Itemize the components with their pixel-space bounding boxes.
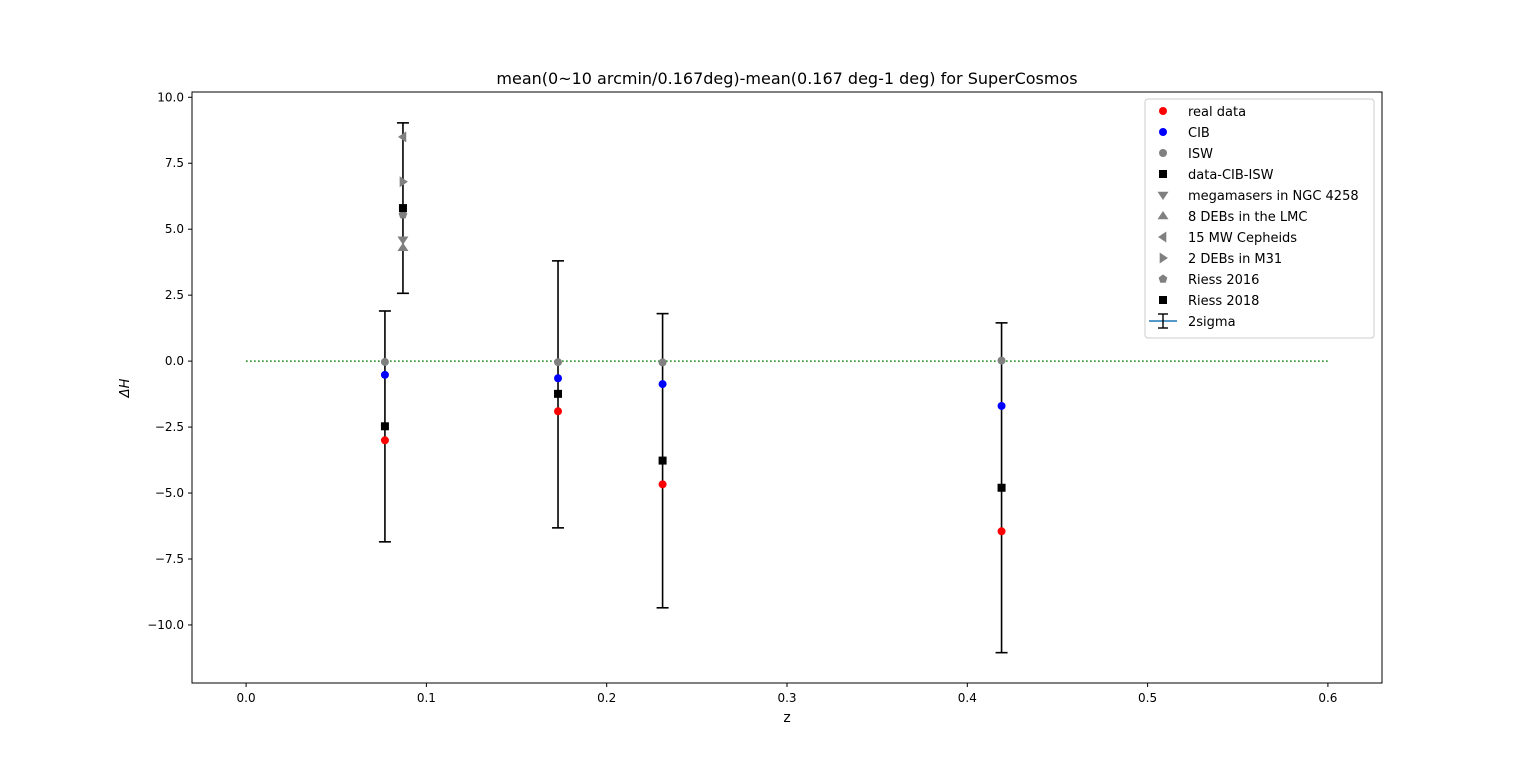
x-tick-label: 0.2 xyxy=(597,691,616,705)
series-1 xyxy=(380,370,1006,410)
legend-marker xyxy=(1157,211,1169,220)
y-tick-label: −5.0 xyxy=(155,486,184,500)
legend-label: megamasers in NGC 4258 xyxy=(1188,189,1359,204)
x-tick-label: 0.5 xyxy=(1138,691,1157,705)
data-point xyxy=(554,407,563,416)
data-point xyxy=(380,422,389,431)
series-4 xyxy=(397,236,409,245)
x-tick-label: 0.1 xyxy=(417,691,436,705)
chart-title: mean(0~10 arcmin/0.167deg)-mean(0.167 de… xyxy=(496,69,1077,88)
data-point xyxy=(554,358,563,367)
legend-label: 2 DEBs in M31 xyxy=(1188,252,1282,267)
legend-entry: Riess 2018 xyxy=(1159,294,1259,309)
data-point xyxy=(380,357,389,366)
legend-entry-errorbar: 2sigma xyxy=(1149,313,1236,330)
data-point xyxy=(380,370,389,379)
plot-area xyxy=(246,122,1328,654)
series-0 xyxy=(380,407,1006,536)
y-tick-label: 7.5 xyxy=(165,156,184,170)
legend-entry: 8 DEBs in the LMC xyxy=(1157,210,1307,225)
data-point xyxy=(554,374,563,383)
data-point xyxy=(397,242,409,251)
data-point xyxy=(398,210,408,219)
legend-marker xyxy=(1158,231,1167,243)
legend-marker xyxy=(1159,252,1168,264)
series-7 xyxy=(399,176,408,188)
legend-marker xyxy=(1159,128,1167,136)
legend-entry: ISW xyxy=(1159,147,1213,162)
y-tick-label: 10.0 xyxy=(157,90,184,104)
data-point xyxy=(997,527,1006,536)
y-tick-label: −10.0 xyxy=(147,618,184,632)
data-point xyxy=(658,358,667,367)
legend-label: 15 MW Cepheids xyxy=(1188,231,1297,246)
series-6 xyxy=(398,131,407,143)
legend-marker xyxy=(1159,296,1167,304)
data-point xyxy=(658,380,667,389)
legend-label: Riess 2018 xyxy=(1188,294,1259,309)
x-tick-label: 0.0 xyxy=(237,691,256,705)
axes: 0.0 0.1 0.2 0.3 0.4 0.5 0.6 10.0 7.5 5.0 2.5 0.0 −2.… xyxy=(147,90,1383,705)
data-point xyxy=(554,389,563,398)
legend-entry: Riess 2016 xyxy=(1158,273,1259,288)
legend-entry: data-CIB-ISW xyxy=(1159,168,1274,183)
data-point xyxy=(398,204,407,213)
legend-marker xyxy=(1159,149,1167,157)
data-point xyxy=(397,236,409,245)
x-tick-label: 0.6 xyxy=(1318,691,1337,705)
data-point xyxy=(398,131,407,143)
data-point xyxy=(997,356,1006,365)
data-point xyxy=(997,483,1006,492)
x-tick-label: 0.4 xyxy=(958,691,977,705)
legend: real data CIB ISW data-CIB-ISW megamasers in… xyxy=(1144,98,1375,339)
data-point xyxy=(380,436,389,445)
data-point xyxy=(399,176,408,188)
x-tick-label: 0.3 xyxy=(777,691,796,705)
y-axis-label: ΔH xyxy=(118,378,133,398)
data-point xyxy=(997,401,1006,410)
legend-label: 8 DEBs in the LMC xyxy=(1188,210,1307,225)
y-tick-label: 5.0 xyxy=(165,222,184,236)
y-tick-label: 2.5 xyxy=(165,288,184,302)
legend-marker xyxy=(1159,107,1167,115)
legend-marker xyxy=(1158,274,1168,283)
legend-label: Riess 2016 xyxy=(1188,273,1259,288)
legend-marker xyxy=(1159,170,1167,178)
legend-label: CIB xyxy=(1188,126,1210,141)
series-8 xyxy=(398,210,408,219)
legend-entry: 2 DEBs in M31 xyxy=(1159,252,1282,267)
series-5 xyxy=(397,242,409,251)
x-axis-label: z xyxy=(783,710,790,726)
legend-entry: megamasers in NGC 4258 xyxy=(1157,189,1359,204)
y-tick-label: −7.5 xyxy=(155,552,184,566)
legend-label: data-CIB-ISW xyxy=(1188,168,1274,183)
legend-label: real data xyxy=(1188,105,1246,120)
series-3 xyxy=(380,389,1006,492)
legend-box xyxy=(1144,98,1375,339)
legend-entry: 15 MW Cepheids xyxy=(1158,231,1297,246)
legend-label: ISW xyxy=(1188,147,1213,162)
legend-marker xyxy=(1157,191,1169,200)
series-9 xyxy=(398,204,407,213)
y-tick-label: 0.0 xyxy=(165,354,184,368)
data-point xyxy=(658,480,667,489)
legend-entry: CIB xyxy=(1159,126,1210,141)
legend-label: 2sigma xyxy=(1188,315,1236,330)
y-tick-label: −2.5 xyxy=(155,420,184,434)
legend-entry: real data xyxy=(1159,105,1246,120)
series-2 xyxy=(380,356,1006,367)
data-point xyxy=(658,456,667,465)
